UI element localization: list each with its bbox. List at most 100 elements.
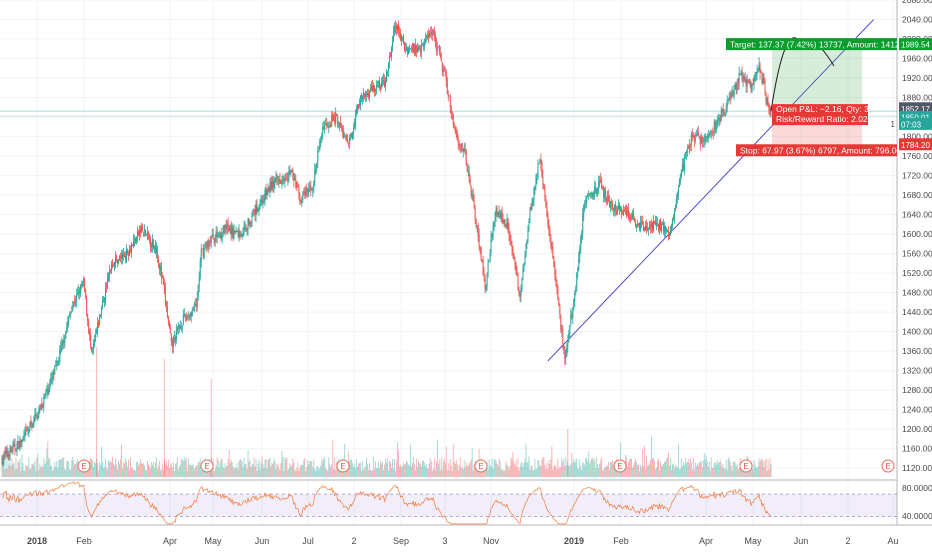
volume-bar (243, 457, 245, 477)
trend-line[interactable] (547, 19, 874, 362)
candle-body (323, 127, 325, 129)
volume-bar (177, 469, 179, 477)
volume-bar (548, 460, 550, 477)
volume-bar (107, 469, 109, 477)
volume-bar (568, 465, 570, 477)
target-label-box (726, 38, 897, 51)
candle-body (2, 459, 4, 464)
earnings-marker[interactable] (474, 459, 488, 473)
price-tick-label: 1520.00 (902, 268, 932, 278)
volume-bar (707, 466, 709, 477)
volume-bar (503, 470, 505, 477)
earnings-marker[interactable] (881, 459, 895, 473)
candle-body (58, 360, 60, 362)
candle-body (547, 214, 549, 225)
volume-bar (29, 469, 31, 477)
candle-body (763, 77, 765, 84)
volume-bar (39, 463, 41, 477)
candle-body (750, 82, 752, 92)
volume-bar (409, 444, 411, 477)
candle-body (429, 32, 431, 35)
volume-bar (731, 470, 733, 477)
candle-body (10, 448, 12, 451)
volume-bar (460, 467, 462, 477)
candle-body (480, 248, 482, 260)
volume-bar (285, 459, 287, 477)
candle-body (471, 193, 473, 196)
volume-bar (341, 468, 343, 477)
earnings-marker[interactable] (739, 459, 753, 473)
volume-bar (551, 446, 553, 477)
candle-body (110, 269, 112, 272)
volume-bar (12, 463, 14, 477)
earnings-marker[interactable] (336, 459, 350, 473)
volume-bar (387, 458, 388, 477)
candle-body (302, 193, 304, 201)
volume-bar (303, 459, 305, 477)
candle-body (183, 313, 185, 316)
volume-bar (19, 458, 21, 477)
candle-body (243, 226, 245, 230)
volume-bar (47, 440, 49, 477)
volume-bar (363, 469, 365, 477)
earnings-marker[interactable] (200, 459, 214, 473)
candle-body (693, 135, 695, 141)
time-tick-label: 2019 (564, 536, 584, 546)
candle-body (149, 239, 151, 247)
candle-body (510, 241, 512, 245)
volume-bar (21, 454, 23, 477)
volume-bar (221, 459, 223, 477)
time-tick-label: 2018 (27, 536, 47, 546)
volume-bar (135, 470, 136, 477)
price-tick-label: 1280.00 (902, 385, 932, 395)
open-pnl-label: Open P&L: −2.16, Qty: 3 (776, 104, 869, 114)
candle-body (257, 209, 259, 212)
candle-body (80, 285, 82, 294)
volume-bar (698, 462, 700, 477)
candle-body (761, 72, 763, 84)
candle-body (706, 137, 708, 139)
volume-bar (274, 461, 276, 477)
candle-body (595, 187, 597, 193)
candle-body (273, 181, 275, 188)
candle-body (270, 181, 272, 190)
candle-body (293, 173, 295, 181)
earnings-marker-label: E (885, 462, 890, 471)
volume-bar (385, 458, 386, 477)
volume-bar (126, 461, 127, 477)
candle-body (1, 457, 3, 464)
volume-bar (512, 452, 514, 477)
candle-body (173, 337, 175, 339)
candle-body (499, 216, 501, 217)
volume-bar (64, 469, 66, 477)
volume-bar (277, 464, 279, 477)
candle-body (519, 293, 521, 298)
candle-body (298, 187, 300, 195)
earnings-marker[interactable] (613, 459, 627, 473)
candle-body (111, 263, 113, 271)
candle-body (563, 347, 565, 349)
candle-body (24, 431, 26, 436)
volume-bar (292, 458, 294, 477)
candle-body (233, 229, 235, 239)
volume-bar (307, 460, 309, 477)
volume-bar (8, 465, 10, 477)
volume-bar (699, 462, 701, 477)
candle-body (474, 209, 476, 220)
candle-body (433, 30, 435, 36)
volume-bar (129, 469, 130, 477)
profit-zone[interactable] (772, 44, 862, 112)
volume-bar (11, 458, 13, 477)
volume-bar (51, 466, 53, 477)
volume-bar (413, 464, 415, 477)
candle-body (583, 204, 585, 215)
volume-bar (470, 459, 472, 477)
volume-bar (439, 469, 441, 477)
volume-bar (417, 460, 419, 477)
candle-body (96, 330, 98, 335)
earnings-marker[interactable] (77, 459, 91, 473)
candle-body (125, 255, 127, 260)
candle-body (6, 451, 8, 456)
